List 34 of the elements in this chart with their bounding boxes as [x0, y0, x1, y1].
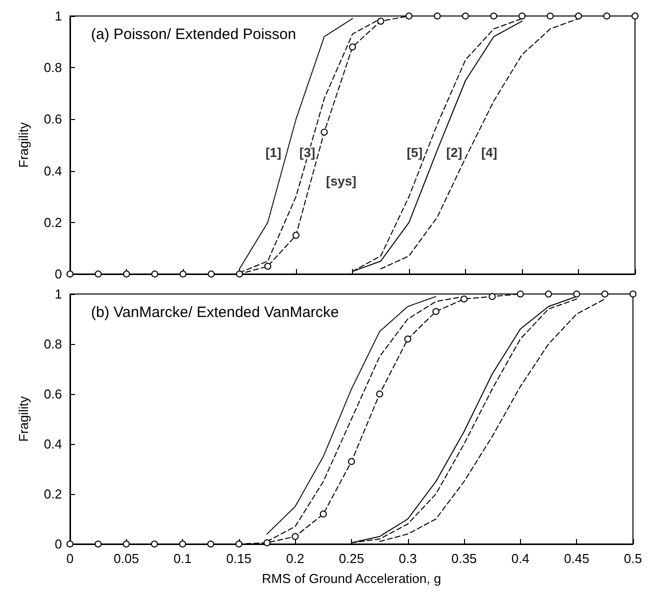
y-axis-title: Fragility [16, 396, 31, 442]
y-tick-label: 0.8 [44, 336, 62, 352]
y-tick-label: 0.8 [44, 60, 62, 76]
x-tick-label: 0.4 [511, 551, 530, 566]
y-tick-label: 0.6 [44, 112, 62, 127]
x-tick-label: 0.15 [226, 551, 252, 566]
y-tick-label: 0.4 [44, 163, 62, 178]
x-tick-label: 0.2 [286, 551, 304, 566]
y-tick-label: 0.2 [44, 214, 62, 230]
annotation: [4] [481, 145, 498, 160]
annotation: [1] [265, 145, 282, 160]
x-tick-label: 0.1 [174, 551, 192, 566]
y-tick-label: 1 [54, 8, 62, 24]
y-axis-title: Fragility [16, 122, 31, 168]
annotation: [3] [299, 145, 316, 160]
annotation: [5] [406, 145, 423, 160]
x-tick-label: 0.25 [338, 551, 364, 566]
y-tick-label: 0.2 [44, 486, 62, 502]
y-tick-label: 1 [54, 286, 62, 302]
x-tick-label: 0.35 [451, 551, 477, 566]
annotation: [sys] [326, 174, 356, 189]
x-tick-label: 0.3 [398, 551, 417, 566]
text: (a) Poisson/ Extended Poisson [91, 26, 296, 43]
y-tick-label: 0.4 [44, 436, 62, 452]
annotation: [2] [446, 145, 462, 160]
x-tick-label: 0.05 [114, 551, 139, 566]
x-tick-label: 0 [66, 551, 74, 566]
x-axis-title: RMS of Ground Acceleration, g [262, 571, 442, 586]
y-tick-label: 0 [54, 536, 62, 552]
y-tick-label: 0 [54, 266, 62, 282]
text: (b) VanMarcke/ Extended VanMarcke [91, 304, 339, 321]
x-tick-label: 0.45 [564, 551, 590, 566]
x-tick-label: 0.5 [624, 551, 642, 566]
y-tick-label: 0.6 [44, 386, 62, 402]
